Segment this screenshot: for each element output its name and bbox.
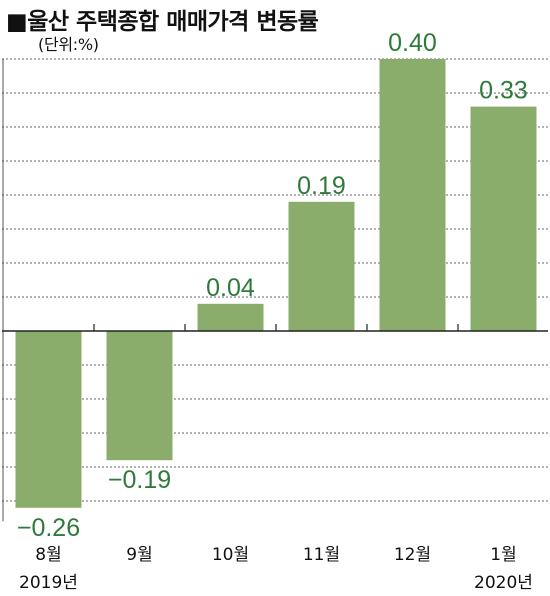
- value-label-2: −0.19: [108, 466, 171, 494]
- category-label-1: 8월: [35, 545, 61, 565]
- category-label-5: 12월: [394, 545, 431, 565]
- value-label-6: 0.33: [479, 77, 528, 105]
- year-label-1: 2019년: [19, 573, 78, 593]
- value-label-1: −0.26: [17, 514, 80, 542]
- category-label-4: 11월: [303, 545, 340, 565]
- category-labels: 8월 2019년 9월 10월 11월 12월 1월 2020년: [19, 545, 533, 593]
- grid-lines: [2, 58, 548, 522]
- bar-3: [197, 303, 264, 331]
- bar-2: [106, 331, 173, 461]
- bar-6: [470, 106, 537, 331]
- chart-unit: (단위:%): [38, 35, 99, 54]
- bar-1: [15, 331, 82, 508]
- bar-5: [379, 59, 446, 331]
- zero-axis: [2, 324, 548, 332]
- category-label-3: 10월: [212, 545, 249, 565]
- bar-4: [288, 201, 355, 331]
- bars: [15, 59, 537, 508]
- value-label-4: 0.19: [297, 172, 346, 200]
- year-label-6: 2020년: [474, 573, 533, 593]
- category-label-2: 9월: [126, 545, 152, 565]
- value-label-3: 0.04: [206, 274, 255, 302]
- chart-title: ■울산 주택종합 매매가격 변동률: [6, 9, 319, 35]
- category-label-6: 1월: [490, 545, 516, 565]
- value-label-5: 0.40: [388, 29, 437, 57]
- value-labels: −0.26 −0.19 0.04 0.19 0.40 0.33: [17, 29, 528, 542]
